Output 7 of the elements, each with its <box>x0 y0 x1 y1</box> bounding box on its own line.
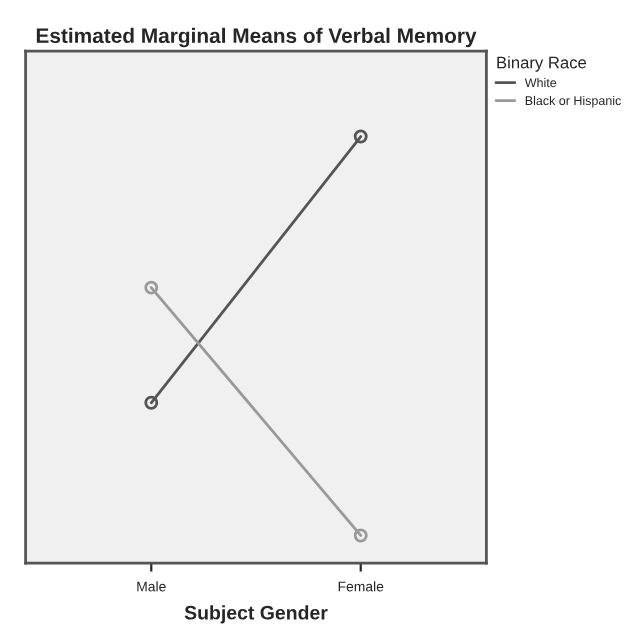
chart-title: Estimated Marginal Means of Verbal Memory <box>36 27 477 48</box>
legend-title: Binary Race <box>497 56 587 72</box>
point <box>353 129 368 144</box>
point <box>144 280 159 295</box>
x-axis-title: Subject Gender <box>184 605 328 624</box>
point <box>144 395 159 410</box>
point <box>353 528 368 543</box>
